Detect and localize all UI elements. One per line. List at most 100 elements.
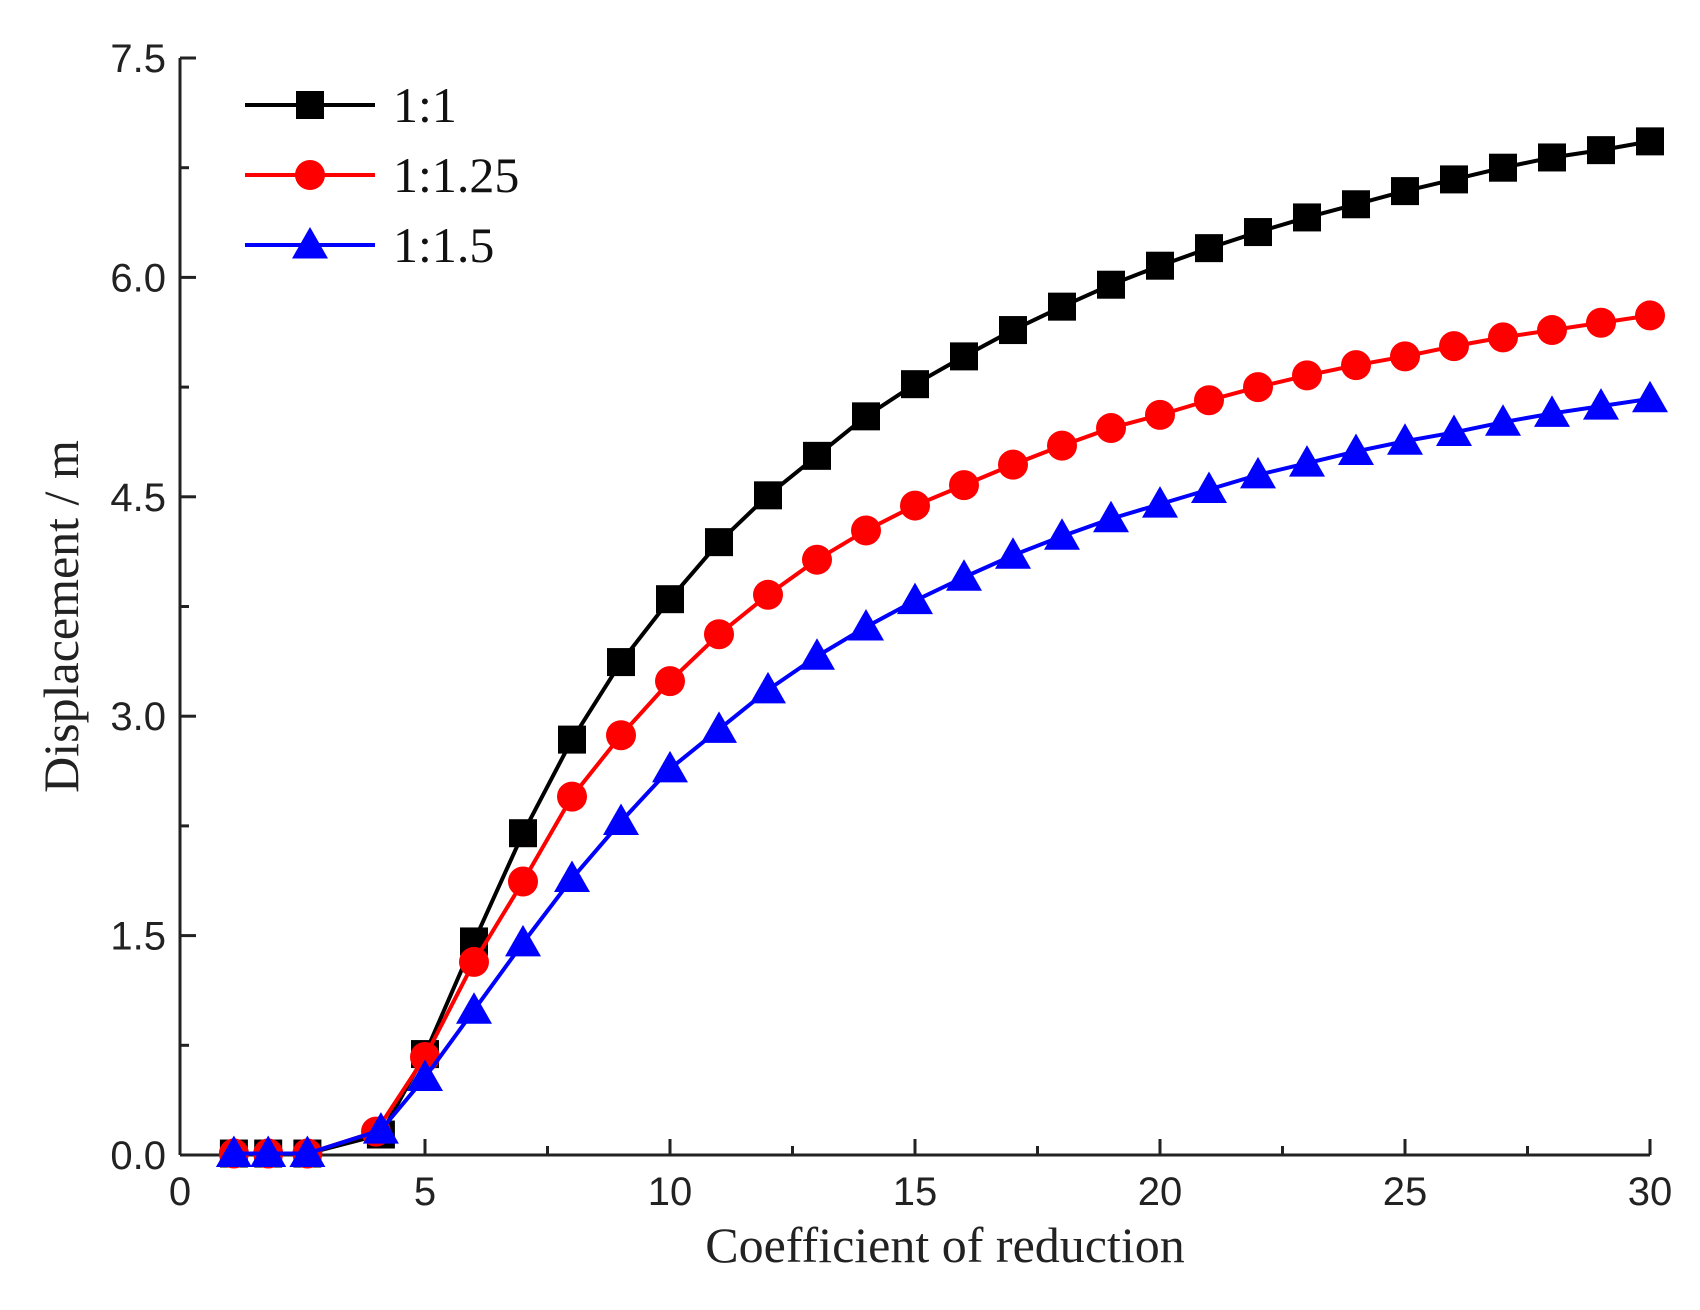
y-tick-label: 7.5 (110, 37, 166, 81)
data-point (557, 781, 587, 812)
data-point (705, 528, 733, 557)
y-tick-label: 4.5 (110, 476, 166, 520)
data-point (851, 515, 881, 546)
y-axis-title: Displacement / m (33, 440, 89, 793)
data-point (1436, 414, 1472, 446)
data-point (803, 441, 831, 470)
data-point (1044, 518, 1080, 550)
data-point (656, 585, 684, 614)
data-point (289, 1135, 326, 1168)
data-point (1145, 399, 1175, 430)
data-point (1485, 404, 1521, 436)
data-point (995, 537, 1031, 569)
data-point (1390, 341, 1420, 372)
x-tick-label: 0 (169, 1170, 191, 1214)
x-tick-label: 20 (1138, 1170, 1183, 1214)
data-point (459, 946, 489, 977)
data-point (407, 1059, 443, 1091)
series-line (233, 396, 1651, 1156)
data-point (900, 490, 930, 521)
data-point (799, 638, 835, 670)
data-point (802, 544, 832, 575)
data-point (949, 470, 979, 501)
data-point (1097, 270, 1125, 299)
x-axis-title: Coefficient of reduction (705, 1217, 1184, 1273)
legend-label: 1:1 (393, 77, 457, 133)
data-point (848, 608, 884, 641)
series-line (233, 139, 1651, 1156)
data-point (250, 1135, 287, 1168)
data-point (1538, 143, 1566, 172)
x-tick-label: 25 (1383, 1170, 1428, 1214)
y-tick-label: 0.0 (110, 1134, 166, 1178)
legend-item: 1:1.5 (245, 217, 494, 273)
data-point (1342, 190, 1370, 219)
series-1 (219, 127, 1664, 1168)
data-point (1489, 153, 1517, 182)
data-point (901, 370, 929, 399)
data-point (1048, 292, 1076, 321)
data-point (897, 582, 933, 615)
data-point (1583, 388, 1619, 420)
data-point (607, 648, 635, 677)
data-point (1587, 136, 1615, 165)
data-point (1292, 360, 1322, 391)
data-point (215, 1135, 252, 1168)
data-point (1047, 430, 1077, 461)
data-point (1534, 395, 1570, 427)
data-point (1439, 331, 1469, 362)
data-point (1142, 486, 1178, 518)
data-point (999, 316, 1027, 345)
x-tick-label: 10 (648, 1170, 693, 1214)
data-point (509, 819, 537, 848)
axes: 0 5 10 15 20 25 30 0.0 1.5 3.0 4.5 6.0 7.5 (110, 37, 1672, 1214)
data-point (603, 803, 639, 836)
data-point (606, 720, 636, 751)
data-point (753, 579, 783, 610)
data-point (1289, 445, 1325, 477)
x-tick-label: 30 (1628, 1170, 1673, 1214)
data-point (1195, 234, 1223, 263)
data-point (1096, 413, 1126, 444)
legend: 1:1 1:1.25 1:1.5 (245, 77, 519, 273)
data-point (655, 666, 685, 697)
data-point (362, 1112, 399, 1144)
data-point (1537, 315, 1567, 346)
data-point (1194, 385, 1224, 416)
data-point (1488, 322, 1518, 353)
data-point (750, 671, 786, 704)
legend-marker (292, 227, 328, 259)
plot-area (215, 127, 1668, 1169)
legend-label: 1:1.25 (393, 147, 519, 203)
data-point (1244, 218, 1272, 247)
legend-marker (295, 160, 325, 190)
data-point (1341, 350, 1371, 381)
legend-item: 1:1 (245, 77, 457, 133)
data-point (1338, 433, 1374, 465)
data-point (704, 619, 734, 650)
data-point (1391, 177, 1419, 206)
y-tick-label: 6.0 (110, 256, 166, 300)
data-point (1093, 500, 1129, 533)
data-point (1146, 251, 1174, 280)
data-point (1191, 471, 1227, 503)
data-point (456, 992, 492, 1024)
data-point (1293, 203, 1321, 232)
y-tick-label: 1.5 (110, 915, 166, 959)
legend-label: 1:1.5 (393, 217, 494, 273)
data-point (1240, 456, 1276, 489)
data-point (946, 559, 982, 591)
legend-item: 1:1.25 (245, 147, 519, 203)
data-point (558, 725, 586, 754)
data-point (1243, 372, 1273, 403)
series-line (233, 313, 1651, 1156)
data-point (1586, 307, 1616, 338)
data-point (1636, 127, 1664, 156)
x-tick-label: 5 (414, 1170, 436, 1214)
data-point (998, 449, 1028, 480)
data-point (652, 750, 688, 783)
data-point (1440, 165, 1468, 194)
data-point (508, 866, 538, 897)
